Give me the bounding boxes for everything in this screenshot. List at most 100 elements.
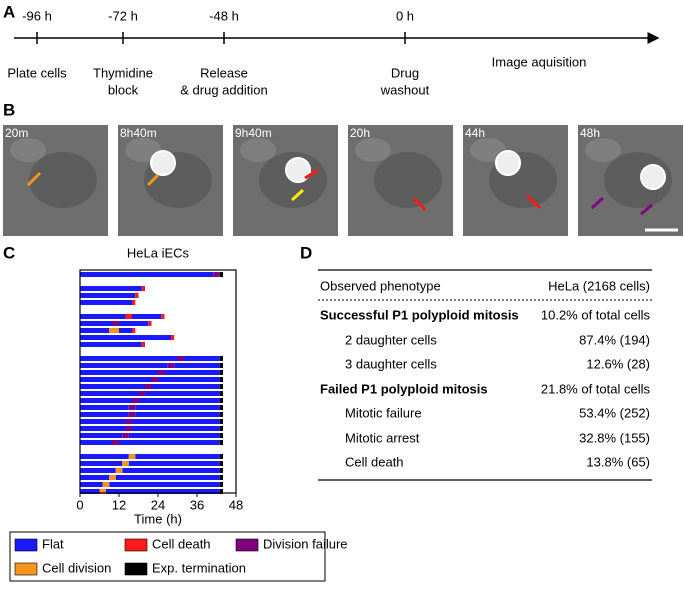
time-label: 20h	[350, 126, 370, 140]
state-segment	[135, 412, 220, 417]
state-segment	[219, 433, 223, 438]
state-segment	[80, 426, 126, 431]
state-segment	[219, 475, 223, 480]
state-segment	[219, 356, 223, 361]
state-segment	[151, 384, 220, 389]
timeline-time: -96 h	[22, 8, 52, 23]
state-segment	[148, 321, 152, 326]
x-tick-label: 0	[76, 497, 83, 512]
arrow	[412, 196, 427, 212]
state-segment	[122, 461, 129, 466]
legend-swatch	[124, 562, 148, 576]
cell-texture	[240, 138, 276, 162]
state-segment	[80, 321, 113, 326]
timeline-event: washout	[380, 82, 430, 97]
cell-texture	[125, 138, 161, 162]
state-segment	[132, 426, 220, 431]
table-header: Observed phenotype	[320, 278, 441, 293]
state-segment	[219, 482, 223, 487]
time-label: 48h	[580, 126, 600, 140]
legend-swatch	[14, 562, 38, 576]
state-segment	[109, 475, 116, 480]
state-segment	[219, 377, 223, 382]
chart-title: HeLa iECs	[127, 245, 190, 260]
state-segment	[112, 321, 119, 326]
state-segment	[219, 363, 223, 368]
state-segment	[80, 356, 178, 361]
state-segment	[122, 468, 220, 473]
table-cell: 87.4% (194)	[579, 332, 650, 347]
state-segment	[125, 314, 132, 319]
state-segment	[164, 370, 220, 375]
table-cell: 2 daughter cells	[345, 332, 437, 347]
state-segment	[219, 412, 223, 417]
state-segment	[138, 391, 145, 396]
timeline-time: -48 h	[209, 8, 239, 23]
table-header: HeLa (2168 cells)	[548, 278, 650, 293]
legend-frame	[9, 531, 326, 582]
timeline-event: Thymidine	[93, 65, 153, 80]
state-segment	[219, 440, 223, 445]
state-segment	[158, 370, 165, 375]
state-segment	[119, 440, 220, 445]
timeline-event: block	[108, 82, 139, 97]
state-segment	[109, 328, 119, 333]
state-segment	[112, 440, 119, 445]
state-segment	[219, 370, 223, 375]
legend-swatch	[124, 538, 148, 552]
legend-label: Exp. termination	[152, 560, 246, 575]
state-segment	[80, 391, 139, 396]
state-segment	[80, 272, 214, 277]
state-segment	[174, 363, 220, 368]
time-label: 20m	[5, 126, 28, 140]
state-segment	[219, 468, 223, 473]
state-segment	[158, 377, 220, 382]
timeline-time: 0 h	[396, 8, 414, 23]
cell-texture	[374, 152, 442, 208]
time-label: 44h	[465, 126, 485, 140]
state-segment	[80, 454, 129, 459]
table-cell: 10.2% of total cells	[541, 307, 651, 322]
rounded-cell	[495, 150, 521, 176]
time-label: 9h40m	[235, 126, 272, 140]
state-segment	[80, 300, 132, 305]
rounded-cell	[285, 157, 311, 183]
x-tick-label: 36	[190, 497, 204, 512]
state-segment	[80, 398, 132, 403]
state-segment	[145, 384, 152, 389]
state-segment	[184, 356, 220, 361]
state-segment	[125, 426, 132, 431]
state-segment	[132, 300, 136, 305]
cell-texture	[470, 138, 506, 162]
legend-swatch	[235, 538, 259, 552]
state-segment	[135, 405, 220, 410]
state-segment	[80, 314, 126, 319]
legend-label: Division failure	[263, 536, 348, 551]
table-cell: 21.8% of total cells	[541, 381, 651, 396]
state-segment	[128, 412, 136, 417]
cell-texture	[10, 138, 46, 162]
state-segment	[145, 391, 220, 396]
state-segment	[219, 391, 223, 396]
state-segment	[80, 482, 103, 487]
state-segment	[80, 363, 168, 368]
arrow	[590, 196, 605, 210]
state-segment	[219, 489, 223, 494]
state-segment	[80, 370, 158, 375]
state-segment	[219, 426, 223, 431]
state-segment	[219, 461, 223, 466]
state-segment	[135, 293, 139, 298]
state-segment	[80, 377, 152, 382]
arrow	[146, 173, 160, 187]
state-segment	[80, 489, 100, 494]
panel-letter: D	[300, 243, 312, 262]
state-segment	[151, 377, 158, 382]
x-tick-label: 48	[229, 497, 243, 512]
legend-swatch	[14, 538, 38, 552]
timeline-tail: Image aquisition	[492, 54, 587, 69]
x-tick-label: 24	[151, 497, 165, 512]
arrow	[290, 188, 305, 202]
state-segment	[219, 272, 223, 277]
timeline-event: & drug addition	[180, 82, 267, 97]
